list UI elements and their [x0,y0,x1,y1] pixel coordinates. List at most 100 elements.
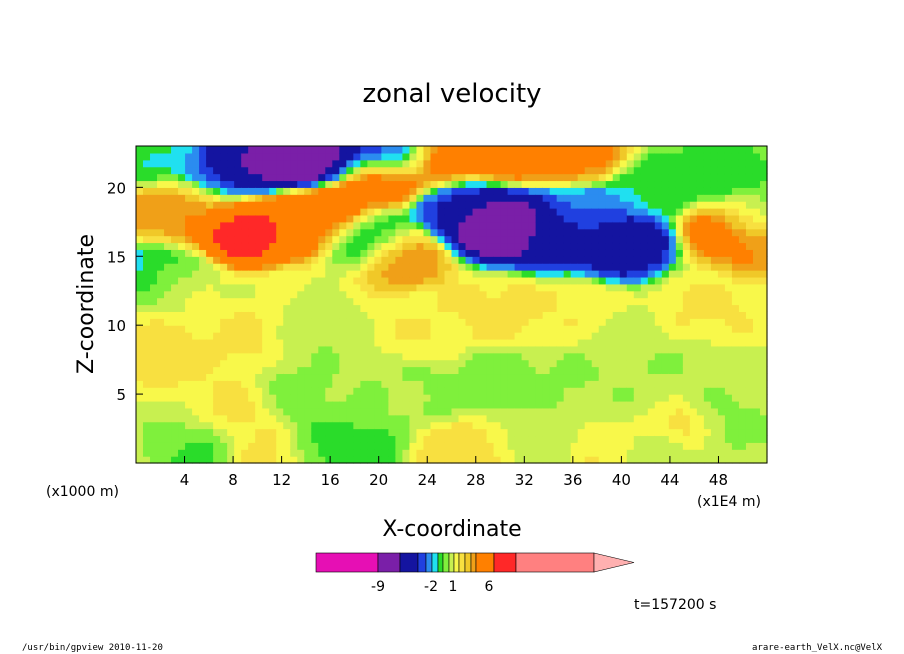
heatmap-cell [367,180,375,188]
heatmap-cell [192,325,200,333]
heatmap-cell [325,311,333,319]
heatmap-cell [171,318,179,326]
heatmap-cell [759,194,768,202]
heatmap-cell [143,359,151,368]
heatmap-cell [444,263,453,271]
heatmap-cell [437,311,446,319]
heatmap-cell [486,345,495,354]
heatmap-cell [696,435,705,443]
heatmap-cell [339,311,347,319]
heatmap-cell [689,325,698,333]
heatmap-cell [430,283,439,292]
heatmap-cell [157,428,165,437]
heatmap-cell [136,407,144,416]
heatmap-cell [388,146,397,154]
heatmap-cell [563,325,572,333]
heatmap-cell [283,387,291,395]
heatmap-cell [591,373,600,381]
heatmap-cell [472,456,481,464]
heatmap-cell [556,283,565,292]
heatmap-cell [710,421,719,430]
heatmap-cell [563,421,572,430]
heatmap-cell [192,152,200,161]
heatmap-cell [584,421,593,430]
heatmap-cell [458,290,467,299]
heatmap-cell [241,201,249,209]
heatmap-cell [535,345,544,354]
heatmap-cell [381,194,389,202]
heatmap-cell [563,270,572,278]
heatmap-cell [213,201,221,209]
heatmap-cell [563,345,572,354]
heatmap-cell [577,373,586,381]
heatmap-cell [136,297,144,306]
heatmap-cell [143,325,151,333]
heatmap-cell [185,208,193,216]
heatmap-cell [465,345,474,354]
heatmap-cell [696,221,705,230]
heatmap-cell [402,407,411,416]
heatmap-cell [262,373,270,381]
heatmap-cell [598,270,607,278]
heatmap-cell [318,449,326,457]
heatmap-cell [423,173,432,182]
heatmap-cell [507,235,516,244]
heatmap-cell [626,283,635,292]
heatmap-cell [409,297,418,306]
heatmap-cell [605,146,614,154]
heatmap-cell [570,270,579,278]
heatmap-cell [248,394,256,402]
heatmap-cell [528,435,537,443]
heatmap-cell [332,235,340,244]
heatmap-cell [633,435,642,443]
heatmap-cell [472,194,481,202]
heatmap-cell [402,214,411,223]
heatmap-cell [633,352,642,361]
heatmap-cell [458,449,467,457]
heatmap-cell [248,435,256,443]
heatmap-cell [493,242,502,250]
heatmap-cell [703,290,712,299]
heatmap-cell [584,228,593,237]
heatmap-cell [570,290,579,299]
heatmap-cell [332,449,340,457]
heatmap-cell [381,456,389,464]
heatmap-cell [640,276,649,285]
heatmap-cell [164,228,172,237]
heatmap-cell [633,249,642,257]
heatmap-cell [164,380,172,388]
heatmap-cell [374,235,382,244]
heatmap-cell [458,304,467,312]
heatmap-cell [724,421,733,430]
heatmap-cell [381,373,389,381]
heatmap-cell [479,387,488,395]
heatmap-cell [409,318,418,326]
heatmap-cell [311,304,319,312]
heatmap-cell [227,173,235,182]
heatmap-cell [311,187,319,195]
heatmap-cell [318,221,326,230]
heatmap-cell [325,146,333,154]
heatmap-cell [528,201,537,209]
heatmap-cell [514,380,523,388]
heatmap-cell [598,276,607,285]
heatmap-cell [430,318,439,326]
heatmap-cell [430,352,439,361]
heatmap-cell [472,345,481,354]
heatmap-cell [409,221,418,230]
heatmap-cell [276,146,284,154]
heatmap-cell [283,318,291,326]
heatmap-cell [220,235,228,244]
heatmap-cell [465,290,474,299]
heatmap-cell [276,359,284,368]
heatmap-cell [402,435,411,443]
heatmap-cell [528,325,537,333]
heatmap-cell [388,449,397,457]
heatmap-cell [157,201,165,209]
heatmap-cell [640,146,649,154]
heatmap-cell [276,201,284,209]
heatmap-cell [710,407,719,416]
heatmap-cell [668,249,677,257]
heatmap-cell [283,359,291,368]
heatmap-cell [395,201,404,209]
